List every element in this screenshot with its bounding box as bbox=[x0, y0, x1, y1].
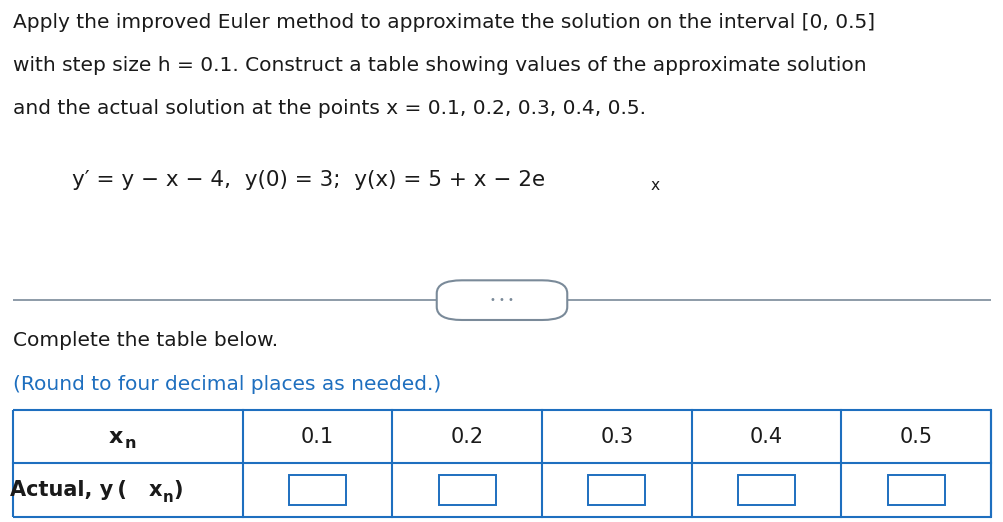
Bar bbox=[737, 476, 794, 505]
Text: Apply the improved Euler method to approximate the solution on the interval [0, : Apply the improved Euler method to appro… bbox=[13, 13, 875, 32]
Bar bbox=[438, 476, 495, 505]
Text: (Round to four decimal places as needed.): (Round to four decimal places as needed.… bbox=[13, 375, 441, 394]
Text: n: n bbox=[124, 436, 136, 451]
Text: 0.3: 0.3 bbox=[600, 426, 633, 446]
Text: ): ) bbox=[174, 480, 183, 500]
Text: n: n bbox=[162, 490, 174, 505]
Text: 0.4: 0.4 bbox=[749, 426, 782, 446]
Bar bbox=[289, 476, 346, 505]
Text: Actual, y (: Actual, y ( bbox=[10, 480, 126, 500]
Text: 0.2: 0.2 bbox=[450, 426, 483, 446]
Text: 0.1: 0.1 bbox=[301, 426, 334, 446]
FancyBboxPatch shape bbox=[436, 280, 567, 320]
Text: x: x bbox=[650, 178, 659, 193]
Bar bbox=[887, 476, 944, 505]
Text: x: x bbox=[148, 480, 161, 500]
Text: y′ = y − x − 4,  y(0) = 3;  y(x) = 5 + x − 2e: y′ = y − x − 4, y(0) = 3; y(x) = 5 + x −… bbox=[72, 170, 545, 190]
Text: with step size h = 0.1. Construct a table showing values of the approximate solu: with step size h = 0.1. Construct a tabl… bbox=[13, 56, 866, 75]
Text: • • •: • • • bbox=[489, 295, 514, 305]
Text: Complete the table below.: Complete the table below. bbox=[13, 331, 278, 350]
Bar bbox=[588, 476, 645, 505]
Text: 0.5: 0.5 bbox=[899, 426, 932, 446]
Text: x: x bbox=[108, 426, 122, 446]
Text: and the actual solution at the points x = 0.1, 0.2, 0.3, 0.4, 0.5.: and the actual solution at the points x … bbox=[13, 99, 645, 117]
